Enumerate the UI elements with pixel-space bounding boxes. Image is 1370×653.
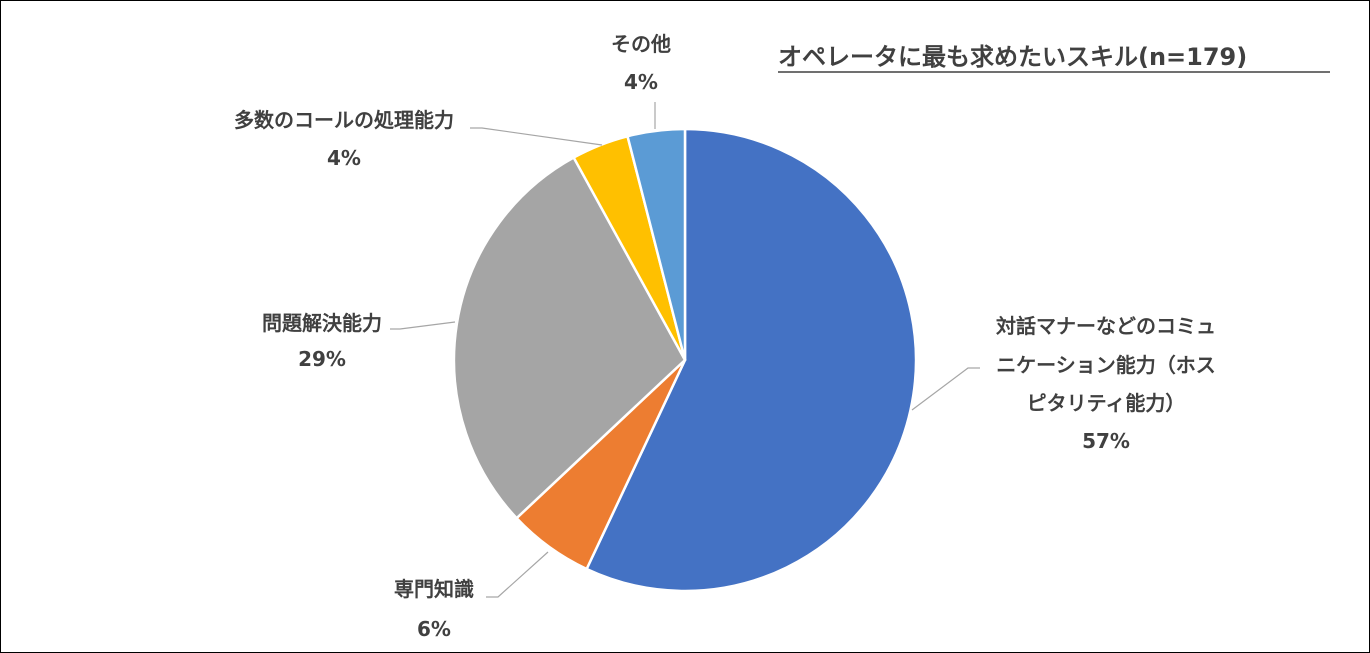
slice-label-tasu-line1: 多数のコールの処理能力: [234, 108, 454, 132]
leader-line-tasu: [470, 127, 603, 146]
slice-label-sonota: その他 4%: [611, 32, 671, 94]
slice-label-senmon: 専門知識 6%: [394, 577, 474, 641]
leader-lines: [390, 102, 980, 598]
slice-value-taiwa: 57%: [1082, 429, 1130, 453]
slice-value-mondai: 29%: [298, 347, 346, 371]
slice-value-sonota: 4%: [624, 70, 658, 94]
slice-label-taiwa-line1: 対話マナーなどのコミュ: [995, 314, 1216, 338]
slice-label-tasu: 多数のコールの処理能力 4%: [234, 108, 454, 170]
slice-value-senmon: 6%: [417, 617, 451, 641]
pie-slices: [452, 127, 918, 593]
slice-label-taiwa-line2: ニケーション能力（ホス: [996, 353, 1216, 377]
slice-label-sonota-line1: その他: [611, 32, 671, 56]
leader-line-taiwa: [911, 367, 980, 411]
slice-label-mondai-line1: 問題解決能力: [262, 311, 382, 335]
chart-title: オペレータに最も求めたいスキル(n=179): [778, 43, 1247, 71]
pie-slice-taiwa: [585, 127, 918, 593]
slice-label-senmon-line1: 専門知識: [394, 577, 474, 601]
slice-value-tasu: 4%: [327, 146, 361, 170]
slice-label-taiwa: 対話マナーなどのコミュ ニケーション能力（ホス ピタリティ能力） 57%: [995, 314, 1216, 453]
pie-slice-sonota: [626, 127, 687, 362]
slice-label-mondai: 問題解決能力 29%: [262, 311, 382, 371]
pie-slice-mondai: [452, 156, 687, 520]
leader-line-senmon: [486, 551, 549, 598]
leader-line-mondai: [390, 321, 456, 330]
slice-label-taiwa-line3: ピタリティ能力）: [1027, 391, 1186, 415]
